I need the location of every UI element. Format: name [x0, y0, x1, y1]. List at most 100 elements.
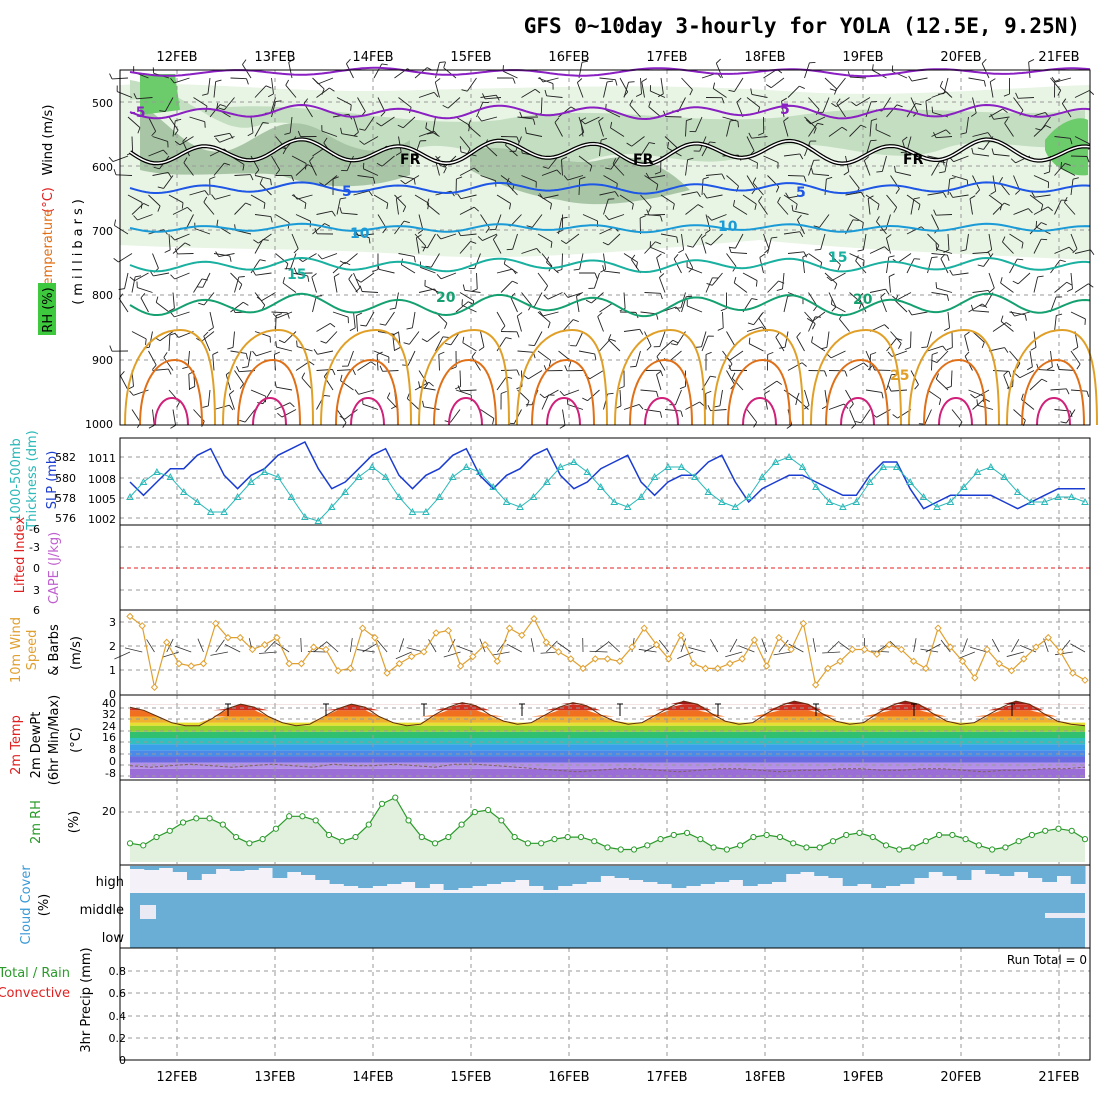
upper-wind-barb-flag: [1043, 171, 1050, 175]
upper-wind-barb: [492, 239, 502, 254]
upper-wind-barb-flag: [443, 167, 447, 174]
upper-wind-barb: [849, 214, 864, 223]
upper-wind-barb: [969, 198, 973, 215]
upper-wind-barb: [537, 311, 551, 323]
upper-wind-barb: [455, 301, 469, 313]
upper-wind-barb: [353, 233, 370, 238]
date-top-9: 21FEB: [1038, 50, 1079, 65]
upper-wind-barb: [1033, 206, 1049, 215]
thickness-marker: [717, 497, 726, 505]
date-bottom-3: 15FEB: [450, 1070, 491, 1085]
upper-wind-barb: [692, 233, 703, 248]
upper-wind-barb-flag: [170, 311, 175, 318]
upper-wind-barb-flag: [757, 132, 764, 136]
upper-wind-barb: [711, 272, 723, 286]
upper-wind-barb: [578, 350, 595, 355]
upper-wind-barb: [172, 292, 175, 309]
upper-wind-barb-flag: [153, 166, 160, 170]
upper-wind-barb-flag: [182, 366, 189, 370]
upper-wind-barb: [664, 409, 681, 412]
upper-wind-barb-flag: [333, 273, 340, 278]
upper-wind-barb-flag: [1015, 92, 1019, 99]
upper-wind-barb-flag: [887, 351, 893, 357]
upper-wind-barb: [230, 301, 244, 313]
upper-wind-barb-flag: [473, 206, 480, 212]
upper-wind-barb-flag: [174, 140, 181, 146]
upper-wind-barb-flag: [1010, 158, 1016, 164]
upper-wind-barb: [230, 350, 247, 354]
upper-wind-barb-flag: [259, 178, 263, 184]
upper-wind-barb-flag: [1040, 204, 1044, 211]
wind10m-barb: [970, 646, 988, 653]
upper-wind-barb: [219, 136, 235, 143]
upper-wind-barb-flag: [568, 360, 572, 367]
upper-wind-barb-flag: [317, 254, 323, 260]
upper-wind-barb: [426, 331, 440, 343]
upper-wind-barb-flag: [500, 390, 507, 394]
upper-wind-barb-flag: [209, 176, 216, 180]
upper-wind-barb-flag: [573, 268, 580, 271]
wind10m-barb: [589, 650, 608, 653]
upper-wind-barb-flag: [843, 171, 850, 176]
upper-wind-barb: [931, 129, 947, 137]
thickness-marker: [395, 492, 403, 500]
slp-frame: [119, 437, 1091, 526]
rh2m-marker: [604, 844, 611, 851]
cloud-high-bar: [315, 866, 331, 880]
upper-wind-barb: [159, 331, 174, 342]
cloud-high-bar: [286, 866, 302, 872]
upper-wind-barb: [462, 342, 477, 352]
upper-wind-barb-flag: [826, 176, 833, 180]
upper-wind-barb-flag: [1017, 258, 1024, 261]
upper-wind-barb-flag: [379, 365, 383, 372]
rh2m-marker: [737, 842, 744, 849]
wind10m-panel: 3 2 1 0 10m Wind Speed & Barbs (m/s): [9, 609, 1091, 701]
upper-wind-barb: [731, 377, 744, 391]
upper-wind-barb-flag: [323, 137, 328, 144]
wind10m-marker: [640, 624, 648, 632]
upper-wind-barb: [336, 97, 352, 106]
upper-wind-barb-flag: [645, 172, 650, 179]
wind10m-marker: [1044, 633, 1052, 642]
upper-wind-barb: [291, 272, 308, 277]
upper-wind-barb-flag: [353, 131, 359, 137]
upper-wind-barb: [619, 389, 622, 406]
thickness-marker: [341, 487, 350, 495]
upper-wind-barb-flag: [639, 329, 644, 335]
wind10m-barb: [258, 651, 277, 654]
label-rh: RH (%): [41, 287, 56, 332]
wind10m-marker: [860, 645, 869, 654]
upper-wind-barb: [927, 192, 944, 196]
upper-wind-barb-flag: [1072, 248, 1078, 254]
upper-wind-barb-flag: [946, 347, 953, 351]
upper-wind-barb: [578, 178, 581, 196]
upper-wind-barb: [521, 175, 537, 183]
upper-wind-barb-flag: [1002, 236, 1006, 243]
upper-wind-barb: [808, 123, 818, 137]
cloud-high-bar: [828, 866, 844, 878]
rh2m-marker: [763, 831, 770, 839]
upper-wind-barb-flag: [598, 117, 604, 122]
thickness-marker: [798, 462, 807, 470]
upper-wind-barb: [517, 350, 534, 353]
upper-wind-barb: [675, 389, 682, 405]
contour-30-loop: [825, 358, 889, 426]
upper-wind-barb-flag: [667, 142, 669, 149]
upper-wind-barb: [1066, 409, 1076, 424]
upper-wind-barb: [783, 194, 798, 205]
upper-wind-barb: [537, 350, 552, 361]
upper-wind-barb-flag: [296, 340, 298, 347]
upper-wind-barb: [742, 272, 758, 281]
rh2m-marker: [166, 827, 173, 834]
date-top-0: 12FEB: [156, 50, 197, 65]
upper-wind-barb: [459, 370, 462, 387]
upper-wind-barb-flag: [728, 246, 732, 253]
wind10m-marker: [836, 657, 844, 665]
upper-wind-barb-flag: [505, 337, 512, 340]
upper-wind-barb: [1054, 199, 1062, 215]
wind10m-barb: [326, 641, 339, 653]
upper-wind-barb: [952, 272, 969, 276]
upper-wind-barb-flag: [239, 419, 246, 423]
upper-wind-barb: [418, 370, 429, 385]
upper-wind-barb-flag: [801, 362, 807, 367]
